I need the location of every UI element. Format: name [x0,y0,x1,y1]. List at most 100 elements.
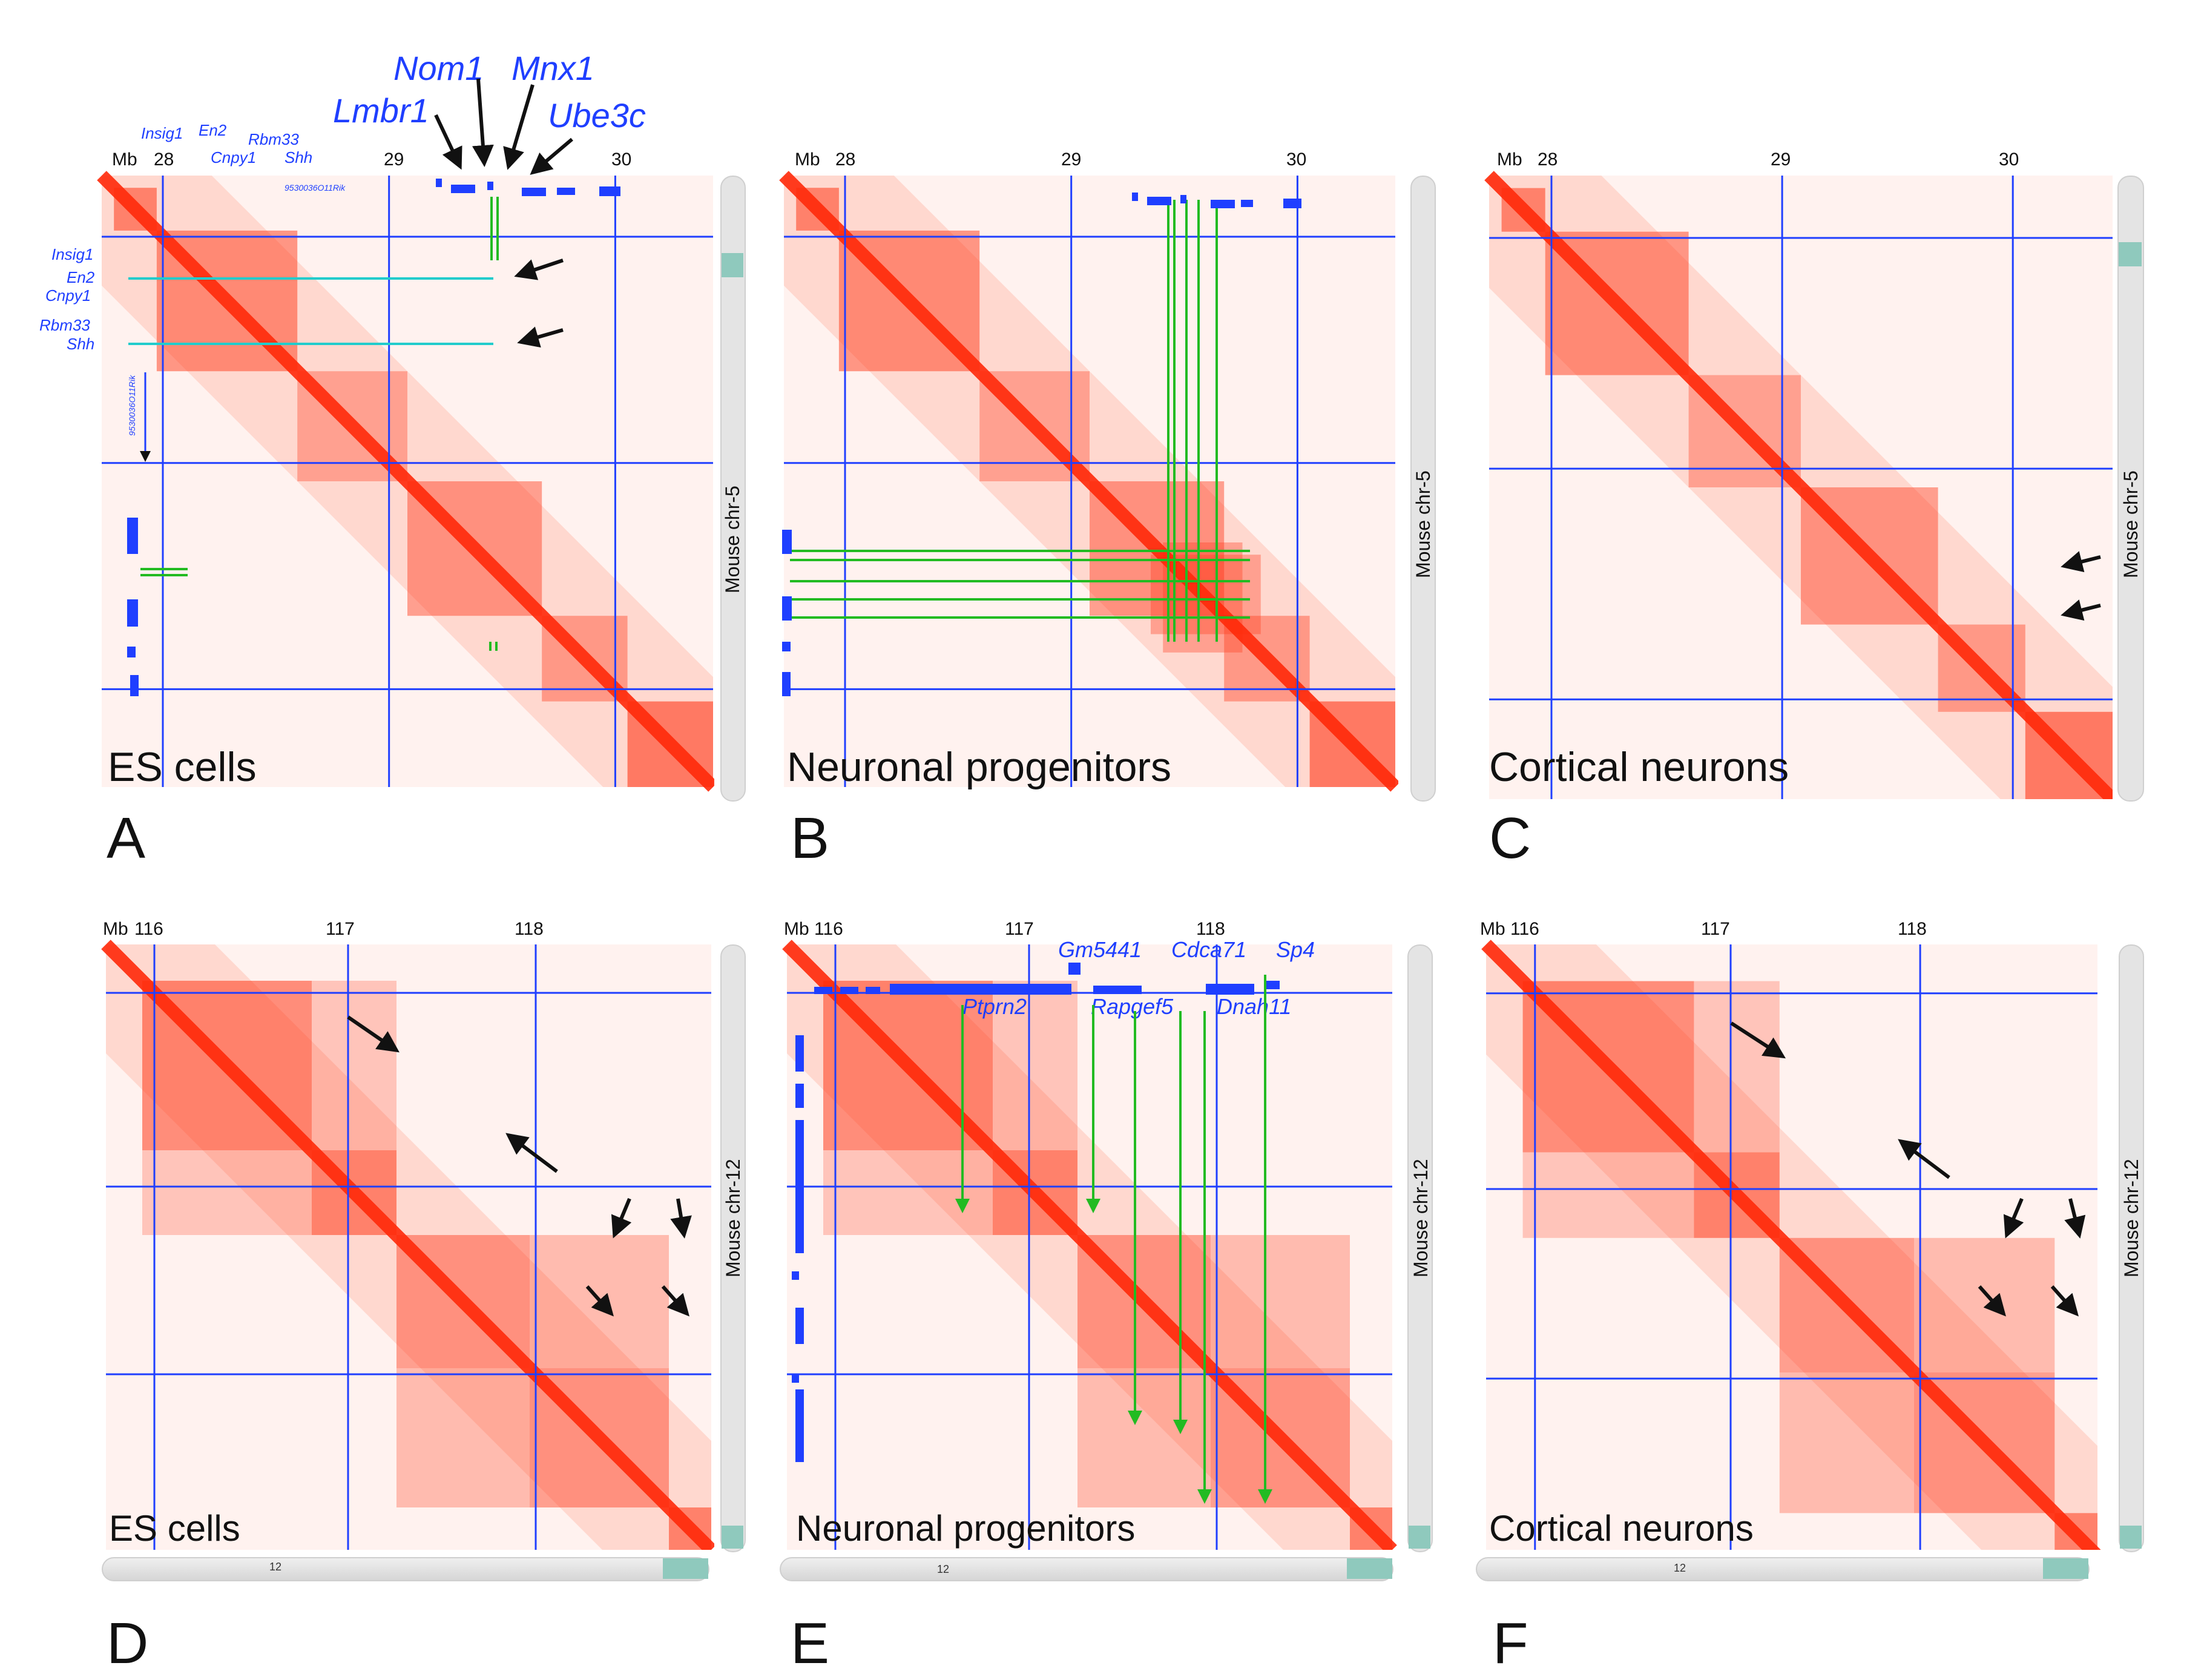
panel-letter: E [791,1611,830,1676]
gene-track-segment [792,1374,799,1383]
scroll-thumb[interactable] [663,1558,708,1579]
off-diagonal-contact [142,1150,312,1235]
pointer-arrow [2061,599,2101,621]
chromosome-scrollbar[interactable] [1410,176,1436,802]
cell-type-label: Neuronal progenitors [796,1508,1136,1549]
gene-track-segment [814,987,832,994]
scroll-thumb[interactable] [1347,1558,1392,1579]
scroll-thumb[interactable] [2119,242,2142,266]
chromosome-scrollbar[interactable] [720,944,746,1552]
scroll-thumb[interactable] [2120,1526,2142,1549]
gene-track-segment [127,518,138,554]
tick-label: 28 [835,150,856,170]
gene-track-segment [599,186,620,196]
pointer-arrow [1898,1139,1950,1179]
off-diagonal-contact [1077,1368,1211,1507]
gene-track-segment [866,987,880,994]
chromosome-scrollbar[interactable] [2117,176,2144,802]
gene-label-ptprn2: Ptprn2 [962,994,1027,1019]
gene-track-segment [557,188,575,195]
scrollbar-label: 12 [937,1563,950,1575]
pointer-arrow [1730,1021,1786,1059]
pointer-arrow [517,326,564,348]
scroll-thumb[interactable] [2043,1558,2088,1579]
mb-label: Mb [795,150,820,170]
annotations-c [2061,551,2101,621]
tick-label: 28 [1538,150,1558,170]
chromosome-scrollbar[interactable] [2119,944,2144,1552]
pointer-arrow [661,1285,689,1317]
chromosome-scrollbar[interactable] [1407,944,1433,1552]
tick-label: 116 [814,919,843,939]
gene-track-segment [1180,195,1186,203]
gene-track-segment [1206,984,1254,995]
annotations-a [127,78,620,696]
pointer-arrow [503,84,535,170]
gene-label-en2: En2 [199,121,227,139]
gene-track-segment [522,188,546,196]
gene-track-segment [1283,199,1301,208]
gene-track-segment [1147,197,1171,205]
cell-type-label: ES cells [108,744,257,790]
gene-track-segment [130,675,139,696]
cell-type-label: Cortical neurons [1489,744,1789,790]
diagonal [782,940,1397,1550]
gene-track-segment [436,179,442,187]
gene-track-segment [782,642,791,651]
gene-track-segment [840,987,858,994]
pointer-arrow [2003,1197,2024,1239]
diagonal [1484,171,2113,799]
panel-letter: D [107,1611,149,1676]
scrollbar-label: 12 [269,1561,282,1573]
panel-letter: F [1493,1611,1528,1676]
cell-type-label: ES cells [109,1508,240,1549]
heatmap-d [101,940,714,1550]
gene-track-segment [890,984,1071,995]
off-diagonal-contact [993,981,1077,1150]
off-diagonal-contact [1211,1235,1350,1368]
gene-label-cdca71: Cdca71 [1171,937,1247,962]
gene-track-segment [782,530,792,554]
gene-track-segment [451,185,475,193]
gene-label-rapgef5: Rapgef5 [1091,994,1174,1019]
mb-label: Mb [784,919,809,939]
gene-label-insig1: Insig1 [141,124,183,142]
annotations-b [782,193,1301,696]
diagonal [1481,940,2101,1550]
horizontal-scrollbar[interactable] [1476,1557,2090,1581]
horizontal-scrollbar[interactable] [102,1557,709,1581]
heatmap-b [779,171,1398,792]
gene-track-segment [127,599,138,627]
tick-label: 118 [1196,919,1225,939]
gene-label-rbm33-side: Rbm33 [39,316,90,334]
mb-label: Mb [1480,919,1505,939]
gene-track-segment [1068,963,1081,975]
off-diagonal-contact [1779,1372,1914,1514]
pointer-arrow [585,1285,614,1317]
mb-label: Mb [1497,150,1522,170]
gene-label-shh: Shh [285,148,313,166]
pointer-arrow [2061,551,2101,573]
gene-track-segment [487,182,493,190]
tick-label: 29 [1771,150,1791,170]
gene-label-rik: 9530036O11Rik [285,183,346,193]
tick-label: 118 [515,919,544,939]
scroll-thumb[interactable] [1409,1526,1430,1549]
horizontal-scrollbar[interactable] [780,1557,1393,1581]
heatmap-c [1484,171,2113,799]
gene-label-cnpy1-side: Cnpy1 [45,286,91,305]
annotations-f [1730,1021,2086,1317]
pointer-arrow [1978,1285,2006,1317]
pointer-arrow [2064,1198,2086,1239]
scroll-thumb[interactable] [722,1526,743,1549]
chromosome-scrollbar[interactable] [720,176,746,802]
pointer-arrow [505,1133,558,1173]
gene-label-insig1-side: Insig1 [51,245,94,263]
off-diagonal-contact [396,1368,530,1507]
scroll-thumb[interactable] [722,253,743,277]
panel-d: Mb 116 117 118 Mouse chr-12 12 ES cells … [0,896,746,1680]
tick-label: 118 [1898,919,1927,939]
off-diagonal-contact [1694,981,1780,1153]
gene-label-ube3c: Ube3c [548,96,646,134]
gene-track-segment [1132,193,1138,201]
